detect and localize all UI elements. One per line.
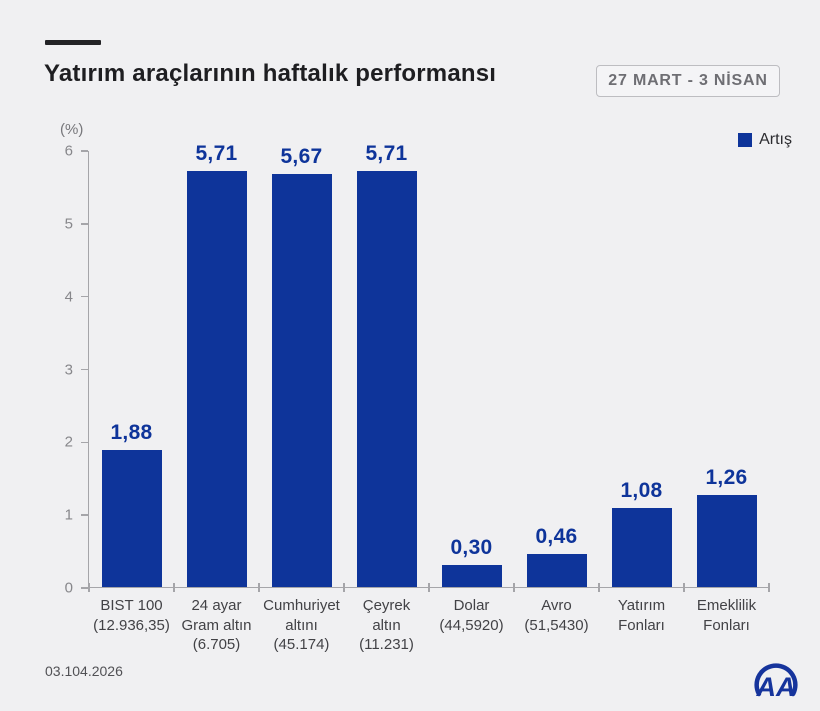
category-label-line: 24 ayar (191, 597, 242, 614)
category-label-line: Fonları (618, 616, 665, 634)
category-label-line: altını (285, 616, 318, 634)
bar (696, 495, 757, 587)
bar (356, 171, 417, 587)
y-tick-mark (81, 587, 88, 589)
x-tick-mark (428, 583, 430, 592)
bar (441, 565, 502, 587)
category-label-line: Avro (541, 597, 572, 614)
y-tick-label: 1 (64, 506, 73, 524)
y-tick-label: 3 (64, 361, 73, 378)
x-tick-mark (513, 583, 515, 592)
category-label-line: Cumhuriyet (263, 597, 340, 614)
footer-date: 03.104.2026 (45, 663, 123, 679)
chart-legend: Artış (738, 131, 792, 149)
category-label-line: Gram altın (181, 616, 252, 634)
bar (186, 171, 247, 587)
agency-logo-icon: AA (749, 650, 803, 707)
title-dash (45, 40, 101, 45)
date-range-badge: 27 MART - 3 NİSAN (596, 65, 780, 97)
x-tick-mark (258, 583, 260, 592)
category-label-line: (6.705) (192, 636, 241, 653)
bar-value-label: 1,26 (705, 466, 748, 490)
y-tick-mark (81, 368, 88, 371)
bar-value-label: 1,08 (620, 479, 663, 503)
x-tick-mark (343, 583, 345, 592)
y-tick-label: 2 (64, 433, 73, 451)
category-label-line: (45.174) (273, 636, 330, 653)
category-label: Emeklilik Fonları (697, 596, 756, 635)
category-label: 24 ayar Gram altın (6.705) (181, 596, 251, 655)
date-range-label: 27 MART - 3 NİSAN (608, 72, 768, 89)
bar-value-label: 5,67 (280, 145, 323, 169)
category-label-line: BIST 100 (100, 597, 163, 614)
y-tick-mark (81, 295, 88, 298)
y-tick-label: 4 (64, 288, 73, 306)
category-label-line: Fonları (703, 616, 750, 634)
y-tick-label: 6 (64, 142, 73, 160)
bar (526, 553, 587, 587)
y-tick-mark (81, 441, 88, 444)
legend-swatch-icon (738, 133, 753, 147)
x-tick-mark (683, 583, 685, 592)
y-tick-label: 0 (64, 579, 73, 597)
category-label-line: Çeyrek (362, 597, 411, 614)
category-label-line: Yatırım (617, 597, 666, 614)
category-label: Cumhuriyet altını (45.174) (263, 596, 340, 655)
x-tick-mark (88, 583, 90, 592)
x-tick-mark (598, 583, 600, 592)
x-tick-mark (768, 583, 770, 592)
bar-value-label: 0,46 (535, 524, 578, 548)
page-title: Yatırım araçlarının haftalık performansı (44, 60, 497, 87)
y-axis-unit-label: (%) (60, 121, 84, 138)
category-label: Yatırım Fonları (618, 596, 665, 635)
y-tick-label: 5 (64, 215, 73, 233)
category-label-line: Emeklilik (696, 597, 757, 614)
category-label-line: (51,5430) (524, 616, 589, 634)
category-label-line: (11.231) (359, 636, 414, 653)
plot-area: 0 1 2 3 4 5 6 1,88 BIST 100 (12.936,35) 5,71 24 aya… (65, 142, 770, 653)
bar (611, 508, 672, 587)
bar-value-label: 5,71 (195, 142, 238, 166)
legend-label: Artış (759, 131, 792, 148)
bar-value-label: 0,30 (450, 536, 493, 560)
y-tick-mark (81, 223, 88, 225)
y-tick-mark (81, 150, 88, 152)
bar-value-label: 1,88 (110, 421, 153, 445)
bar (101, 450, 162, 587)
category-label-line: (44,5920) (439, 616, 504, 634)
y-tick-mark (81, 514, 88, 516)
bar-value-label: 5,71 (365, 142, 408, 166)
category-label: Avro (51,5430) (524, 596, 588, 635)
category-label-line: Dolar (453, 597, 490, 614)
bar (271, 174, 332, 587)
category-label-line: altın (372, 616, 401, 634)
category-label: BIST 100 (12.936,35) (93, 596, 170, 635)
category-label-line: (12.936,35) (93, 616, 170, 634)
x-tick-mark (173, 583, 175, 592)
svg-text:AA: AA (756, 672, 796, 702)
category-label: Çeyrek altın (11.231) (359, 596, 414, 655)
category-label: Dolar (44,5920) (439, 596, 503, 635)
